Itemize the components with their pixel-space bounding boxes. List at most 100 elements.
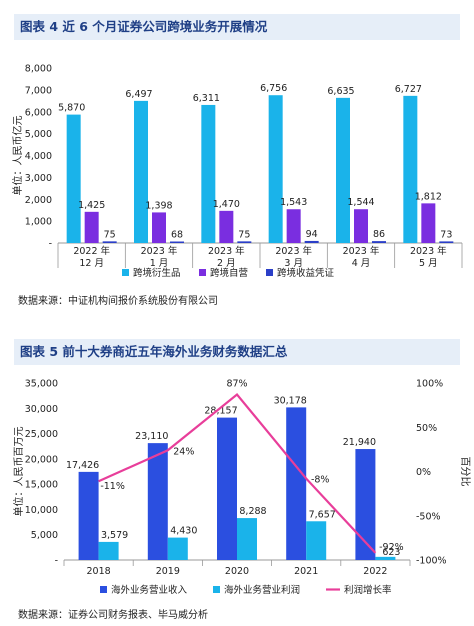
chart1-xtick-label: 2023 年 <box>141 245 178 257</box>
chart1-xtick-label: 2023 年 <box>208 245 245 257</box>
chart2-data-label: 4,430 <box>170 526 197 537</box>
chart2-line-label: -11% <box>100 481 125 492</box>
chart2-data-label: 23,110 <box>135 431 168 442</box>
chart1-bar <box>201 104 216 244</box>
chart2-y2tick-label: -50% <box>416 511 441 522</box>
chart2-bar <box>286 407 307 560</box>
chart2-xtick-label: 2022 <box>363 566 387 577</box>
chart1-xtick-label: 4 月 <box>352 258 371 269</box>
chart1-data-label: 6,311 <box>193 93 220 104</box>
chart2-bar <box>167 537 188 560</box>
chart2-ytick-label: 5,000 <box>31 530 58 541</box>
chart1-xtick-label: 2023 年 <box>275 245 312 257</box>
chart2-y2tick-label: 100% <box>416 379 443 390</box>
chart1-data-label: 1,544 <box>347 197 374 208</box>
chart2-bar <box>98 541 119 560</box>
chart2-ytick-label: 35,000 <box>25 379 58 390</box>
chart2-y2label: 百分比 <box>459 457 471 487</box>
chart2-legend-swatch <box>213 586 220 593</box>
chart1-data-label: 73 <box>440 229 452 240</box>
chart2-bar <box>217 417 237 560</box>
chart2-data-label: 17,426 <box>66 460 99 471</box>
chart1-xtick-label: 12 月 <box>79 258 104 269</box>
chart2-line-label: -8% <box>311 475 330 486</box>
chart1-xtick-label: 2023 年 <box>410 245 447 257</box>
chart2-xtick-label: 2020 <box>225 566 249 577</box>
chart1-legend-label: 跨境衍生品 <box>133 267 181 279</box>
chart2-y2tick-label: -100% <box>416 556 447 567</box>
chart1-bar <box>336 97 350 243</box>
chart1-ytick-label: 8,000 <box>25 64 52 75</box>
chart1-legend-label: 跨境自营 <box>210 267 248 279</box>
chart2-legend-label: 海外业务营业利润 <box>224 584 300 596</box>
chart2-bar <box>237 518 257 560</box>
chart2-data-label: 30,178 <box>274 395 307 406</box>
chart1-bar <box>102 241 117 243</box>
chart1-ytick-label: 3,000 <box>25 173 52 184</box>
chart1-bar <box>439 241 454 243</box>
chart1-legend-swatch <box>122 269 129 276</box>
chart2-ylabel: 单位：人民币百万元 <box>12 427 25 517</box>
chart2-ytick-label: 10,000 <box>25 505 58 516</box>
chart2-legend-label: 海外业务营业收入 <box>111 584 188 596</box>
chart1-xtick-label: 5 月 <box>419 258 438 269</box>
chart1-bar <box>421 203 436 243</box>
chart1-data-label: 75 <box>104 229 116 240</box>
chart2-data-label: 7,657 <box>309 509 336 520</box>
chart1-data-label: 1,470 <box>213 199 240 210</box>
chart2-bar <box>355 449 376 560</box>
chart2-bar <box>306 521 327 560</box>
chart1-bar <box>372 241 386 243</box>
chart2-ytick-label: 15,000 <box>25 480 58 491</box>
chart1-bar <box>219 210 234 243</box>
chart2-title: 图表 5 前十大券商近五年海外业务财务数据汇总 <box>14 339 460 365</box>
chart1-ytick-label: 4,000 <box>25 151 52 162</box>
chart2-xtick-label: 2018 <box>87 566 111 577</box>
chart2-bar <box>375 556 396 560</box>
chart1-data-label: 94 <box>306 229 318 240</box>
chart1-data-label: 1,398 <box>145 200 172 211</box>
chart2-bar <box>78 471 99 560</box>
chart1-legend-swatch <box>266 269 273 276</box>
chart2-ytick-label: 20,000 <box>25 454 58 465</box>
chart2-legend-swatch <box>100 586 107 593</box>
chart1-bar <box>134 100 148 243</box>
chart1-ylabel: 单位：人民币亿元 <box>11 116 24 196</box>
chart1-ytick-label: 6,000 <box>25 107 52 118</box>
chart2-data-label: 28,157 <box>204 406 237 417</box>
chart2-data-label: 21,940 <box>343 437 376 448</box>
chart2-xtick-label: 2019 <box>156 566 180 577</box>
chart1-ytick-label: 5,000 <box>25 129 52 140</box>
chart1-data-label: 6,635 <box>327 86 354 97</box>
chart2-data-label: 8,288 <box>239 506 266 517</box>
chart2-xtick-label: 2021 <box>294 566 318 577</box>
chart2-source: 数据来源：证券公司财务报表、毕马威分析 <box>18 610 208 621</box>
chart2-ytick-label: - <box>55 556 58 567</box>
chart1-xtick-label: 2022 年 <box>73 245 110 257</box>
chart1-data-label: 6,727 <box>395 84 422 95</box>
chart1-title: 图表 4 近 6 个月证券公司跨境业务开展情况 <box>14 14 460 40</box>
chart1-data-label: 86 <box>373 229 385 240</box>
chart1-svg: - 1,000 2,000 3,000 4,000 5,000 6,000 7,000 8,00… <box>11 64 463 279</box>
chart1-bar <box>286 209 301 243</box>
chart1-ytick-label: - <box>49 239 52 250</box>
chart2-ytick-label: 25,000 <box>25 429 58 440</box>
chart1-bar <box>170 241 184 243</box>
chart2-bar <box>147 443 168 560</box>
chart1-bar <box>268 95 283 244</box>
chart1-data-label: 1,425 <box>78 200 105 211</box>
chart1-data-label: 68 <box>171 230 183 241</box>
chart2-line-label: 87% <box>226 379 247 390</box>
chart1-bar <box>354 209 368 243</box>
chart2-growth-line <box>98 392 377 554</box>
chart1-xtick-label: 1 月 <box>150 258 169 269</box>
chart2-y2tick-label: 50% <box>416 423 437 434</box>
chart1-legend-label: 跨境收益凭证 <box>277 267 335 279</box>
chart1-ytick-label: 2,000 <box>25 195 52 206</box>
chart2-line-label: 24% <box>173 446 194 457</box>
chart1-xtick-label: 2023 年 <box>343 245 380 257</box>
chart1-bar <box>403 95 418 243</box>
chart2-data-label: 3,579 <box>101 530 128 541</box>
chart1-data-label: 75 <box>238 229 250 240</box>
chart1-xtick-label: 3 月 <box>284 258 303 269</box>
